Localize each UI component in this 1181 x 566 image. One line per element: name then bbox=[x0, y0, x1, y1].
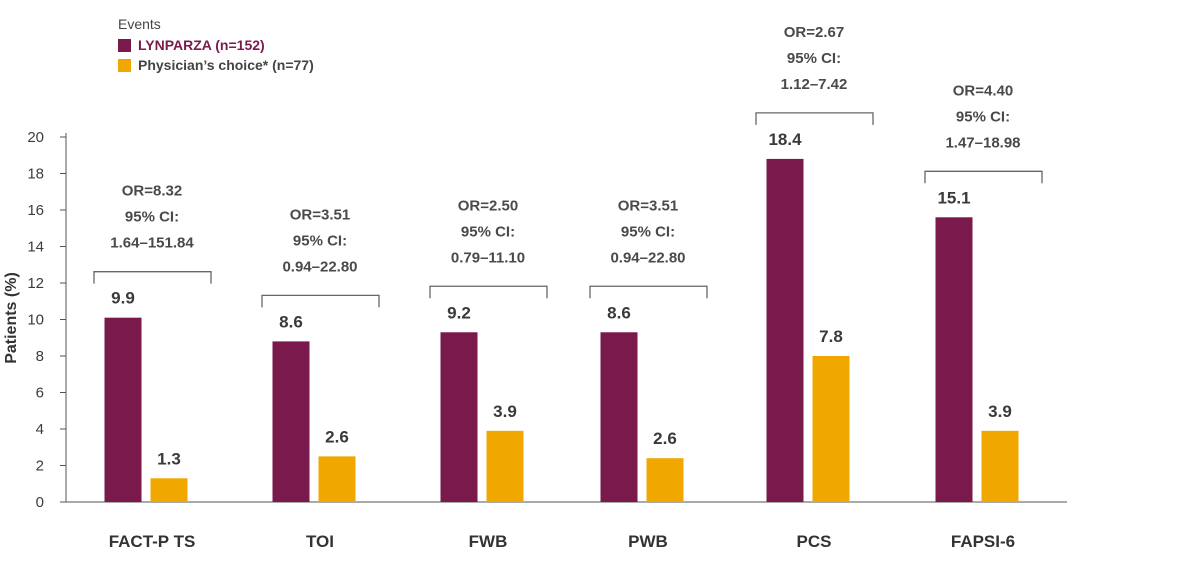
significance-bracket bbox=[93, 271, 212, 284]
bar-lynparza bbox=[440, 332, 478, 502]
confidence-interval-label: 95% CI: bbox=[956, 108, 1010, 125]
y-tick-label: 14 bbox=[27, 239, 44, 256]
y-tick-label: 10 bbox=[27, 312, 44, 329]
y-axis-label: Patients (%) bbox=[3, 272, 20, 364]
y-tick-label: 12 bbox=[27, 275, 44, 292]
confidence-interval-label: 0.79–11.10 bbox=[451, 249, 525, 266]
y-tick-label: 4 bbox=[36, 421, 44, 438]
value-label-physicians-choice: 3.9 bbox=[988, 402, 1012, 421]
bar-lynparza bbox=[766, 158, 804, 502]
significance-bracket bbox=[755, 112, 874, 125]
x-category-label: FACT-P TS bbox=[109, 532, 196, 551]
x-category-label: PCS bbox=[797, 532, 832, 551]
odds-ratio-label: OR=3.51 bbox=[618, 197, 678, 214]
confidence-interval-label: 95% CI: bbox=[787, 50, 841, 67]
value-label-physicians-choice: 1.3 bbox=[157, 449, 181, 468]
value-label-physicians-choice: 7.8 bbox=[819, 327, 843, 346]
bar-lynparza bbox=[104, 317, 142, 502]
significance-bracket bbox=[261, 294, 380, 308]
value-label-physicians-choice: 2.6 bbox=[653, 429, 677, 448]
x-category-label: PWB bbox=[628, 532, 668, 551]
bar-lynparza bbox=[935, 217, 973, 503]
legend-swatch-physicians-choice bbox=[118, 59, 131, 72]
bars: FACT-P TS 9.9 1.3 TOI 8.6 2.6 FWB 9.2 3.9 PWB 8.6 2… bbox=[104, 130, 1019, 551]
or-annotations: OR=8.32 95% CI: 1.64–151.84 OR=3.51 95% CI: 0… bbox=[93, 24, 1043, 308]
confidence-interval-label: 95% CI: bbox=[461, 223, 515, 240]
confidence-interval-label: 0.94–22.80 bbox=[282, 258, 357, 275]
bar-physicians-choice bbox=[486, 430, 524, 502]
value-label-lynparza: 8.6 bbox=[279, 312, 303, 331]
value-label-lynparza: 9.2 bbox=[447, 303, 471, 322]
bar-physicians-choice bbox=[981, 430, 1019, 502]
confidence-interval-label: 0.94–22.80 bbox=[610, 249, 685, 266]
legend-swatch-lynparza bbox=[118, 39, 131, 52]
significance-bracket bbox=[429, 285, 548, 299]
significance-bracket bbox=[589, 285, 708, 299]
odds-ratio-label: OR=4.40 bbox=[953, 82, 1013, 99]
x-category-label: FAPSI-6 bbox=[951, 532, 1015, 551]
odds-ratio-label: OR=8.32 bbox=[122, 183, 182, 200]
confidence-interval-label: 95% CI: bbox=[621, 223, 675, 240]
y-tick-label: 20 bbox=[27, 129, 44, 146]
bar-physicians-choice bbox=[318, 456, 356, 502]
y-tick-label: 2 bbox=[36, 458, 44, 475]
x-category-label: FWB bbox=[469, 532, 508, 551]
bar-lynparza bbox=[272, 341, 310, 502]
value-label-lynparza: 8.6 bbox=[607, 303, 631, 322]
odds-ratio-label: OR=2.67 bbox=[784, 24, 844, 41]
value-label-lynparza: 9.9 bbox=[111, 289, 135, 308]
legend-label-physicians-choice: Physician’s choice* (n=77) bbox=[138, 57, 314, 73]
bar-physicians-choice bbox=[646, 458, 684, 502]
y-tick-label: 18 bbox=[27, 166, 44, 183]
bar-physicians-choice bbox=[150, 478, 188, 502]
significance-bracket bbox=[924, 170, 1043, 184]
value-label-physicians-choice: 2.6 bbox=[325, 427, 349, 446]
x-category-label: TOI bbox=[306, 532, 334, 551]
odds-ratio-label: OR=2.50 bbox=[458, 197, 518, 214]
value-label-lynparza: 18.4 bbox=[768, 130, 802, 149]
bar-lynparza bbox=[600, 332, 638, 502]
value-label-lynparza: 15.1 bbox=[937, 188, 970, 207]
confidence-interval-label: 95% CI: bbox=[293, 232, 347, 249]
confidence-interval-label: 95% CI: bbox=[125, 209, 179, 226]
y-tick-label: 8 bbox=[36, 348, 44, 365]
bar-physicians-choice bbox=[812, 356, 850, 502]
y-tick-label: 0 bbox=[36, 494, 44, 511]
legend-label-lynparza: LYNPARZA (n=152) bbox=[138, 37, 265, 53]
y-tick-label: 16 bbox=[27, 202, 44, 219]
legend-title: Events bbox=[118, 16, 161, 32]
confidence-interval-label: 1.64–151.84 bbox=[110, 235, 194, 252]
legend: Events LYNPARZA (n=152) Physician’s choi… bbox=[118, 16, 314, 73]
y-tick-label: 6 bbox=[36, 385, 44, 402]
confidence-interval-label: 1.47–18.98 bbox=[945, 134, 1020, 151]
odds-ratio-label: OR=3.51 bbox=[290, 206, 350, 223]
axes: 0 2 4 6 8 10 12 14 16 18 20 bbox=[27, 129, 1067, 511]
confidence-interval-label: 1.12–7.42 bbox=[781, 76, 848, 93]
value-label-physicians-choice: 3.9 bbox=[493, 402, 517, 421]
